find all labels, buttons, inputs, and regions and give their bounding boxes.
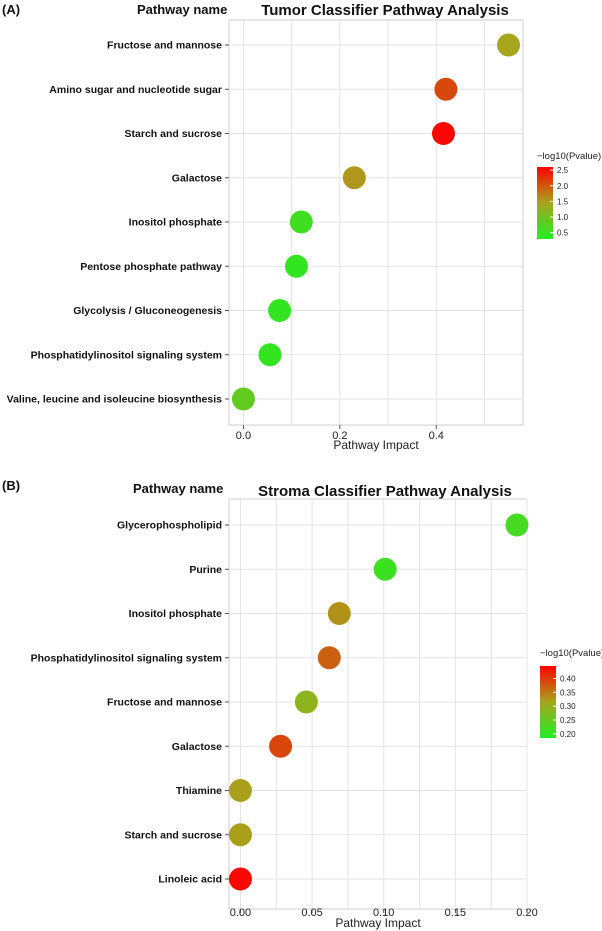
legend-tick-label: 2.0 — [557, 182, 569, 191]
x-tick-label: 0.00 — [230, 907, 251, 919]
chart-title: Stroma Classifier Pathway Analysis — [258, 483, 512, 500]
y-tick-label: Starch and sucrose — [125, 829, 223, 841]
y-tick-label: Valine, leucine and isoleucine biosynthe… — [7, 394, 222, 406]
data-point — [268, 299, 292, 322]
data-point — [258, 343, 282, 367]
legend-colorbar — [540, 666, 556, 738]
data-point — [228, 779, 252, 802]
y-tick-label: Starch and sucrose — [125, 128, 223, 140]
y-tick-label: Glycerophospholipid — [117, 520, 222, 532]
x-tick-label: 0.20 — [516, 907, 537, 919]
data-point — [284, 254, 308, 278]
y-tick-label: Fructose and mannose — [107, 40, 222, 52]
data-point — [327, 602, 351, 625]
data-point — [434, 77, 458, 101]
legend-colorbar — [537, 167, 553, 239]
y-tick-label: Galactose — [172, 172, 222, 184]
x-axis-label: Pathway Impact — [335, 916, 421, 930]
data-point — [497, 33, 521, 57]
legend-tick-label: 2.5 — [557, 166, 569, 175]
y-tick-label: Linoleic acid — [158, 874, 222, 886]
data-point — [373, 557, 397, 581]
data-point — [228, 823, 252, 847]
chart-title: Tumor Classifier Pathway Analysis — [261, 2, 509, 19]
data-point — [294, 690, 318, 714]
chart-panel-stroma: (B) Pathway name Stroma Classifier Pathway… — [2, 478, 602, 930]
legend-tick-label: 1.5 — [557, 197, 569, 206]
x-tick-label: 0.05 — [301, 907, 322, 919]
pathway-name-header: Pathway name — [137, 2, 227, 17]
pathway-name-header: Pathway name — [133, 481, 223, 496]
x-tick-label: 0.4 — [429, 430, 444, 442]
y-tick-label: Amino sugar and nucleotide sugar — [49, 84, 222, 96]
y-tick-label: Galactose — [172, 741, 222, 753]
panel-label: (A) — [2, 2, 20, 17]
y-tick-label: Pentose phosphate pathway — [80, 261, 222, 273]
y-tick-label: Thiamine — [176, 785, 222, 797]
data-point — [505, 513, 529, 537]
legend-tick-label: 0.30 — [560, 702, 576, 711]
y-tick-label: Phosphatidylinositol signaling system — [31, 652, 222, 664]
data-point — [342, 166, 366, 190]
y-tick-label: Phosphatidylinositol signaling system — [31, 349, 222, 361]
chart-panel-tumor: (A) Pathway name Tumor Classifier Pathway … — [2, 2, 601, 452]
y-tick-label: Glycolysis / Gluconeogenesis — [73, 305, 222, 317]
data-point — [431, 122, 455, 145]
y-tick-label: Purine — [189, 564, 222, 576]
legend-tick-label: 0.40 — [560, 674, 576, 683]
legend-tick-label: 0.25 — [560, 716, 576, 725]
y-tick-label: Inositol phosphate — [129, 608, 222, 620]
data-point — [269, 734, 293, 758]
data-point — [317, 646, 341, 670]
y-tick-label: Fructose and mannose — [107, 697, 222, 709]
legend-tick-label: 0.20 — [560, 730, 576, 739]
legend-tick-label: 0.35 — [560, 688, 576, 697]
panel-label: (B) — [2, 478, 20, 493]
x-tick-label: 0.2 — [332, 430, 347, 442]
legend-tick-label: 1.0 — [557, 213, 569, 222]
legend-tick-label: 0.5 — [557, 229, 569, 238]
legend-title: −log10(Pvalue) — [540, 648, 602, 659]
y-tick-label: Inositol phosphate — [129, 217, 222, 229]
x-tick-label: 0.10 — [373, 907, 394, 919]
x-tick-label: 0.0 — [236, 430, 251, 442]
x-axis-label: Pathway Impact — [333, 438, 419, 452]
data-point — [228, 867, 252, 891]
x-tick-label: 0.15 — [445, 907, 466, 919]
legend-title: −log10(Pvalue) — [537, 151, 601, 162]
data-point — [289, 210, 313, 234]
data-point — [231, 387, 255, 411]
